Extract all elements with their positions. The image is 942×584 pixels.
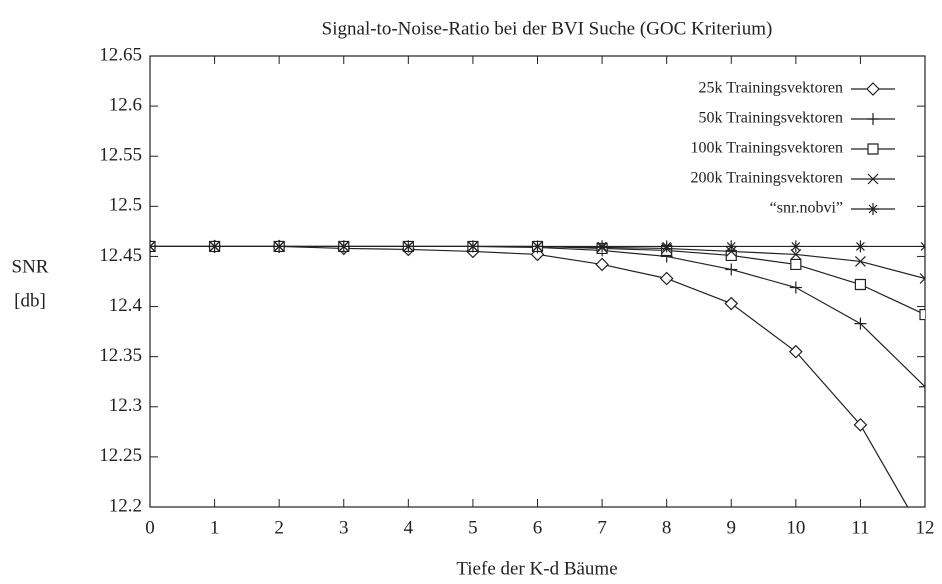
x-tick-label: 4: [404, 517, 414, 538]
marker: [866, 82, 880, 96]
marker: [789, 281, 802, 294]
x-tick-label: 6: [533, 517, 543, 538]
y-tick-label: 12.25: [99, 445, 142, 466]
marker: [788, 344, 803, 359]
x-tick-label: 7: [597, 517, 607, 538]
x-tick-label: 8: [662, 517, 672, 538]
legend-label: 25k Trainingsvektoren: [699, 80, 843, 97]
marker: [854, 278, 867, 291]
x-tick-label: 11: [851, 517, 869, 538]
marker: [919, 240, 925, 253]
marker: [596, 240, 609, 253]
y-tick-label: 12.6: [109, 94, 142, 115]
marker: [660, 240, 673, 253]
marker: [724, 296, 739, 311]
series-line: [150, 245, 909, 507]
marker: [919, 273, 925, 284]
marker: [725, 263, 738, 276]
x-tick-label: 10: [786, 517, 805, 538]
y-tick-label: 12.65: [99, 44, 142, 65]
legend-label: “snr.nobvi”: [770, 200, 843, 217]
marker: [867, 203, 879, 215]
x-tick-label: 9: [727, 517, 737, 538]
marker: [402, 240, 415, 253]
y-tick-label: 12.3: [109, 395, 142, 416]
plot-area: [150, 239, 925, 507]
marker: [789, 240, 802, 253]
x-tick-label: 3: [339, 517, 349, 538]
x-tick-label: 5: [468, 517, 478, 538]
y-axis-label: [db]: [14, 290, 46, 311]
legend-label: 100k Trainingsvektoren: [691, 140, 843, 157]
x-axis-label: Tiefe der K-d Bäume: [456, 558, 617, 579]
x-tick-label: 2: [274, 517, 284, 538]
marker: [919, 380, 925, 393]
y-tick-label: 12.45: [99, 245, 142, 266]
marker: [208, 240, 221, 253]
y-tick-label: 12.55: [99, 145, 142, 166]
marker: [337, 240, 350, 253]
marker: [853, 417, 868, 432]
marker: [854, 317, 867, 330]
marker: [725, 240, 738, 253]
y-axis-label: SNR: [12, 256, 49, 277]
marker: [854, 240, 867, 253]
marker: [466, 240, 479, 253]
marker: [854, 256, 866, 267]
y-tick-label: 12.5: [109, 195, 142, 216]
y-tick-label: 12.2: [109, 495, 142, 516]
marker: [790, 258, 802, 271]
marker: [867, 143, 879, 155]
marker: [659, 271, 674, 286]
y-tick-label: 12.35: [99, 345, 142, 366]
x-tick-label: 1: [210, 517, 220, 538]
chart-title: Signal-to-Noise-Ratio bei der BVI Suche …: [322, 18, 773, 39]
marker: [790, 249, 802, 260]
y-tick-label: 12.4: [109, 295, 143, 316]
marker: [919, 308, 925, 321]
marker: [273, 240, 286, 253]
legend-label: 200k Trainingsvektoren: [691, 170, 843, 187]
marker: [867, 113, 879, 125]
marker: [867, 173, 879, 185]
legend-label: 50k Trainingsvektoren: [699, 110, 843, 127]
marker: [595, 257, 609, 272]
x-tick-label: 0: [145, 517, 155, 538]
x-tick-label: 12: [916, 517, 935, 538]
marker: [531, 240, 544, 253]
